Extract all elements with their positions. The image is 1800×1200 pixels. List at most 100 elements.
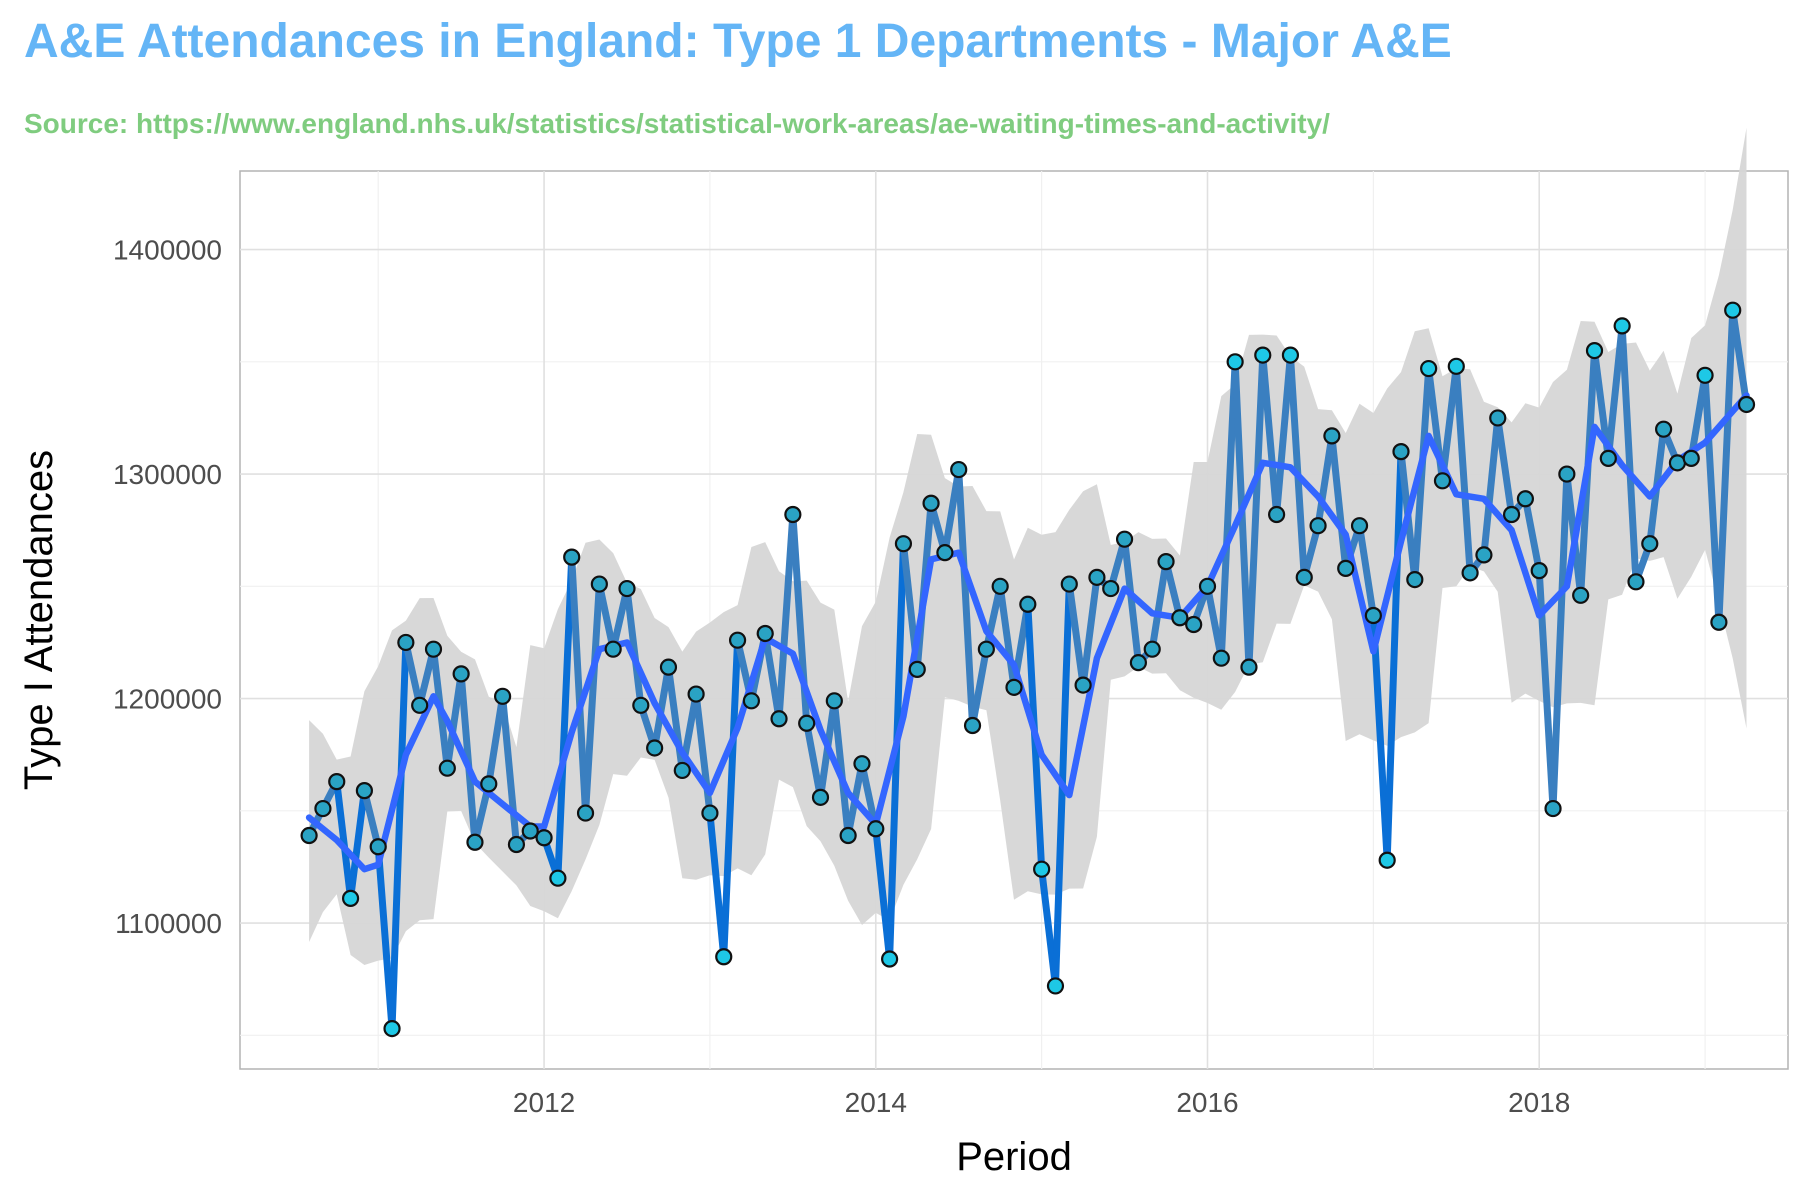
line-segment (485, 692, 507, 788)
data-point (673, 761, 691, 780)
data-point (1046, 977, 1065, 995)
data-point (355, 782, 373, 800)
line-segment (1162, 558, 1184, 622)
data-point (563, 548, 581, 566)
data-point (798, 714, 816, 732)
line-segment (1217, 358, 1239, 662)
line-segment (1549, 470, 1571, 813)
data-point (1240, 658, 1258, 676)
data-point (825, 692, 843, 710)
line-segment (651, 663, 672, 752)
line-segment (402, 638, 424, 709)
data-point (839, 826, 857, 845)
y-axis-ticks: 1100000 1200000 1300000 1400000 (113, 235, 222, 940)
line-segment (1383, 448, 1405, 864)
data-point (977, 640, 995, 658)
data-point (1655, 420, 1673, 438)
line-segment (1438, 362, 1460, 485)
data-point (341, 889, 360, 907)
data-point (1447, 357, 1465, 375)
data-point (853, 755, 871, 773)
line-segment (1245, 351, 1267, 671)
data-point (521, 822, 539, 840)
line-segment (388, 638, 410, 1033)
line-segment (360, 787, 382, 851)
line-segment (803, 719, 824, 801)
data-point (1530, 562, 1548, 580)
data-point (1585, 342, 1604, 360)
data-point (950, 460, 968, 479)
data-point (922, 494, 940, 512)
data-point (1572, 586, 1590, 604)
data-point (1226, 353, 1244, 371)
line-segment (1273, 351, 1294, 518)
line-segment (1079, 573, 1101, 689)
data-point (1641, 535, 1659, 553)
data-point (1281, 346, 1300, 364)
line-segment (1300, 522, 1322, 581)
data-point (466, 833, 484, 851)
smooth-line (305, 392, 1750, 873)
data-point (991, 577, 1009, 595)
data-point (867, 820, 885, 838)
data-point (728, 631, 747, 649)
data-point (1323, 427, 1341, 445)
line-segment (554, 553, 576, 882)
data-point (328, 773, 346, 791)
line-segment (1314, 432, 1336, 530)
data-point (1502, 505, 1521, 524)
x-tick-label: 2016 (1176, 1087, 1238, 1118)
y-tick-label: 1400000 (113, 235, 222, 266)
line-segment (1148, 558, 1170, 653)
line-segment (457, 670, 479, 846)
data-point (659, 658, 678, 676)
data-point (1005, 678, 1023, 696)
line-segment (582, 580, 603, 817)
data-point (1668, 454, 1687, 472)
line-segment (1369, 612, 1391, 864)
data-point (300, 826, 318, 845)
data-point (1019, 595, 1037, 613)
data-point (1102, 579, 1120, 598)
data-point (1143, 640, 1161, 658)
smooth-trend (305, 392, 1750, 873)
line-segment (969, 645, 990, 730)
data-point (1682, 449, 1700, 467)
data-point (1696, 366, 1714, 384)
data-point (811, 788, 830, 806)
data-point (424, 640, 443, 658)
line-segment (1452, 362, 1474, 577)
data-point (1599, 449, 1617, 467)
data-point (1475, 546, 1493, 564)
line-segment (443, 670, 465, 772)
data-point (604, 640, 622, 658)
y-tick-label: 1300000 (113, 459, 222, 490)
line-segment (623, 585, 645, 709)
line-segment (1618, 322, 1640, 586)
data-point (1350, 517, 1369, 535)
line-segment (333, 778, 355, 902)
data-point (576, 804, 595, 822)
y-tick-label: 1100000 (115, 908, 222, 939)
data-point (480, 775, 498, 793)
line-segment (1121, 535, 1142, 667)
data-point (881, 950, 899, 968)
line-segment (1521, 495, 1543, 575)
data-point (1268, 505, 1286, 524)
data-point (411, 696, 429, 714)
data-point (1254, 346, 1272, 364)
data-point (494, 687, 512, 705)
data-point (1627, 573, 1645, 591)
data-point (770, 710, 788, 728)
data-point (1737, 395, 1756, 414)
data-point (936, 544, 954, 562)
data-point (535, 829, 553, 847)
line-segment (1701, 371, 1723, 626)
data-point (1088, 568, 1106, 586)
line-segment (830, 697, 852, 840)
y-axis-label: Type I Attendances (17, 450, 61, 790)
data-point (1309, 517, 1327, 535)
data-point (701, 804, 719, 822)
line-segment (1065, 580, 1087, 689)
data-point (1489, 409, 1507, 427)
